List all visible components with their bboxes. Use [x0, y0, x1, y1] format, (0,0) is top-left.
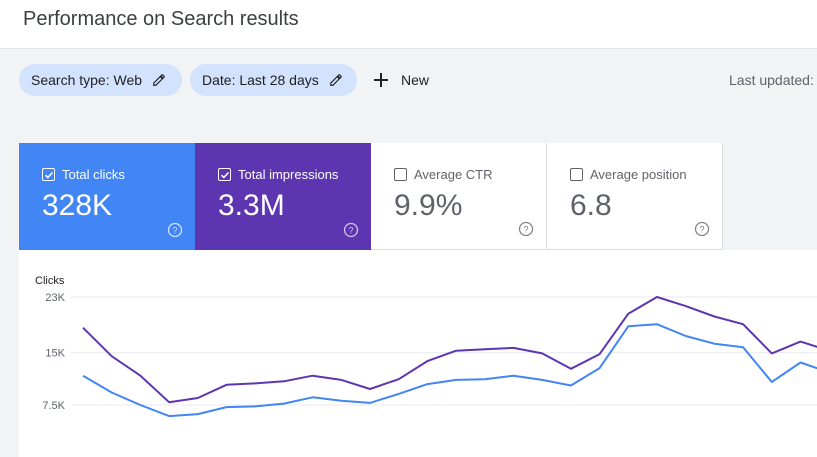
metric-card-total-impressions[interactable]: Total impressions 3.3M ? [195, 143, 371, 250]
new-filter-label: New [401, 72, 430, 88]
metric-card-label-row: Average CTR [394, 167, 493, 182]
metric-card-average-ctr[interactable]: Average CTR 9.9% ? [371, 143, 547, 250]
checkbox-checked-icon[interactable] [218, 168, 231, 181]
metric-value: 9.9% [394, 189, 463, 222]
series-line-1 [82, 323, 817, 418]
checkbox-checked-icon[interactable] [42, 168, 55, 181]
metric-card-label-row: Total impressions [218, 167, 338, 182]
svg-text:?: ? [699, 224, 704, 234]
date-filter-chip[interactable]: Date: Last 28 days [190, 64, 357, 96]
plus-icon [372, 71, 390, 89]
metric-value: 3.3M [218, 189, 285, 222]
metric-label: Total impressions [238, 167, 339, 182]
help-icon[interactable]: ? [167, 222, 183, 238]
metric-card-label-row: Average position [570, 167, 687, 182]
search-type-filter-label: Search type: Web [31, 72, 143, 88]
series-line-0 [82, 296, 817, 404]
svg-text:?: ? [348, 225, 353, 235]
y-tick-label: 7.5K [42, 400, 65, 412]
metric-label: Total clicks [62, 167, 125, 182]
performance-chart: Clicks 23K 15K 7.5K [19, 250, 817, 457]
new-filter-button[interactable]: New [372, 64, 429, 96]
page-header: Performance on Search results [0, 0, 817, 49]
help-icon[interactable]: ? [343, 222, 359, 238]
y-tick-label: 15K [45, 348, 65, 360]
metric-value: 328K [42, 189, 113, 222]
svg-text:?: ? [172, 225, 177, 235]
svg-text:?: ? [523, 224, 528, 234]
last-updated-text: Last updated: [729, 72, 814, 88]
page-title: Performance on Search results [23, 8, 299, 30]
help-icon[interactable]: ? [518, 221, 534, 237]
metric-value: 6.8 [570, 189, 612, 222]
pencil-icon [329, 73, 343, 87]
metric-label: Average CTR [414, 167, 493, 182]
y-tick-label: 23K [45, 292, 65, 304]
search-type-filter-chip[interactable]: Search type: Web [19, 64, 182, 96]
pencil-icon [152, 73, 166, 87]
metric-label: Average position [590, 167, 687, 182]
chart-svg: Clicks 23K 15K 7.5K [35, 275, 817, 418]
help-icon[interactable]: ? [694, 221, 710, 237]
checkbox-unchecked-icon[interactable] [570, 168, 583, 181]
y-axis-label: Clicks [35, 275, 65, 287]
metric-card-total-clicks[interactable]: Total clicks 328K ? [19, 143, 195, 250]
date-filter-label: Date: Last 28 days [202, 72, 319, 88]
metric-card-label-row: Total clicks [42, 167, 125, 182]
metric-card-average-position[interactable]: Average position 6.8 ? [547, 143, 723, 250]
checkbox-unchecked-icon[interactable] [394, 168, 407, 181]
